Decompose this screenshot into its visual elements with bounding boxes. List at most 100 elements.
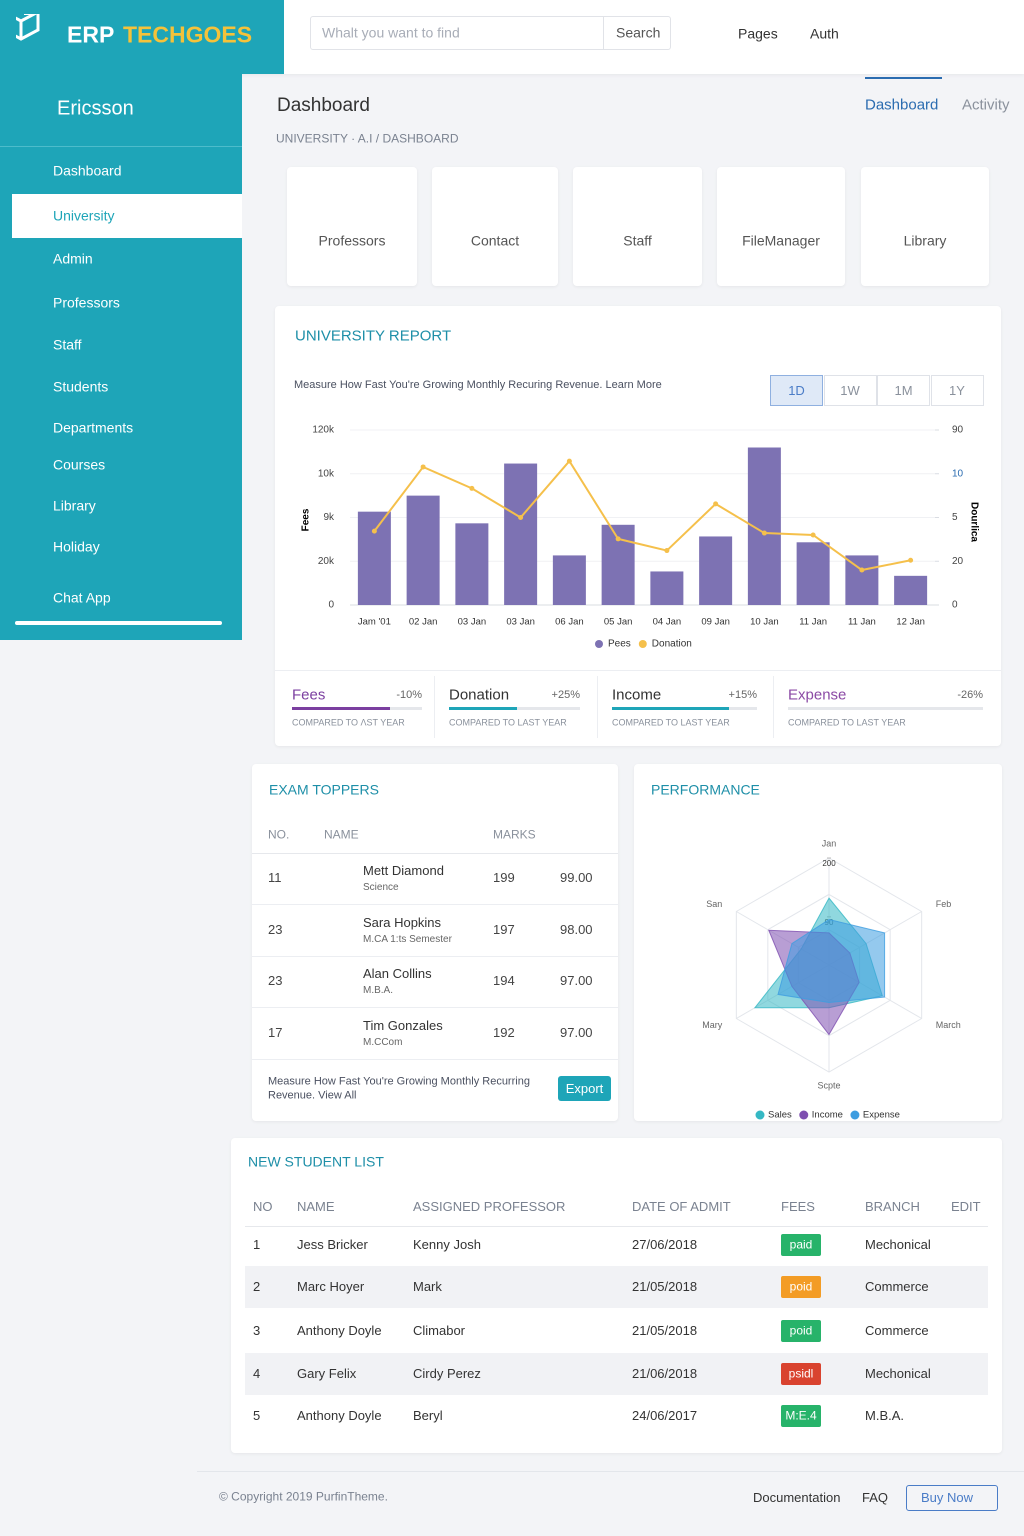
menu-item[interactable]: Holiday [53,538,100,555]
menu-item[interactable]: Students [53,378,109,395]
toppers-row-line [252,955,618,957]
edit-button[interactable] [952,1238,964,1250]
apps-icon[interactable] [878,30,894,46]
active-tab-line [865,77,942,79]
shortcut-tile[interactable] [287,167,417,286]
mail-icon[interactable] [908,18,930,48]
range-button[interactable] [770,375,823,406]
export-button-bg[interactable] [558,1076,611,1101]
edit-button[interactable] [952,1367,964,1379]
student-professor: Beryl [413,1407,443,1423]
buy-button[interactable]: Buy Now [920,1489,974,1505]
tile-label[interactable]: Contact [470,232,520,249]
students-column: NAME [297,1198,335,1214]
y-tick-label: 20k [318,556,335,567]
range-label[interactable]: 1D [788,382,805,398]
edit-button[interactable] [952,1409,964,1421]
x-tick-label: 03 Jan [458,617,487,628]
search-button[interactable]: Search [616,24,661,41]
sidebar-avatar [19,98,43,122]
range-label[interactable]: 1Y [949,382,965,398]
student-no: 3 [253,1322,261,1338]
shortcut-tile[interactable] [717,167,845,286]
topper-marks: 199 [493,869,515,885]
menu-item[interactable]: Dashboard [53,162,122,179]
close-button[interactable] [979,1158,989,1168]
range-label[interactable]: 1M [894,382,913,398]
stat-change: -10% [396,689,422,702]
menu-item[interactable]: Library [53,497,96,514]
stat-name: Donation [449,686,510,704]
student-branch: Commerce [865,1278,929,1294]
user-avatar[interactable] [976,18,1012,54]
legend-swatch [799,1110,809,1120]
student-no: 1 [253,1236,261,1252]
delete-button[interactable] [965,1366,975,1380]
close-button[interactable] [972,333,982,343]
delete-button[interactable] [965,1408,975,1422]
collapse-button[interactable] [922,1158,934,1168]
range-button[interactable] [823,375,877,406]
menu-item[interactable]: Admin [53,250,93,267]
fees-status: M:E.4 [785,1408,817,1423]
shortcut-tile[interactable] [432,167,558,286]
performance-chart: JanFebMarchScpteMarySan90200SalesIncomeE… [702,838,961,1120]
y2-axis-label: Dourlica [968,502,979,542]
edit-button[interactable] [952,1324,964,1336]
menu-button[interactable] [592,783,598,799]
radar-axis-label: Scpte [817,1080,840,1090]
tile-label[interactable]: Professors [318,232,386,249]
bell-icon[interactable] [941,18,963,48]
menu-item[interactable]: Courses [53,456,106,473]
expand-button[interactable] [950,1156,964,1170]
nav-link[interactable]: Pages [738,25,778,42]
footer-link[interactable]: FAQ [862,1489,889,1505]
range-button[interactable] [877,375,930,406]
delete-button[interactable] [965,1323,975,1337]
toppers-title: EXAM TOPPERS [269,781,379,798]
student-no: 4 [253,1365,261,1381]
delete-button[interactable] [965,1279,975,1293]
page-tab[interactable]: Dashboard [865,96,939,114]
student-date: 21/05/2018 [632,1322,698,1338]
bar [699,536,733,605]
menu-item[interactable]: Professors [53,294,120,311]
footer-link[interactable]: Documentation [753,1489,841,1505]
footer-line [197,1471,1024,1472]
delete-button[interactable] [965,1237,975,1251]
page-title: Dashboard [277,95,370,117]
sidebar-toggle[interactable] [209,104,226,118]
shortcut-tile[interactable] [861,167,989,286]
brand-erp: ERP [67,21,115,48]
range-button[interactable] [930,375,984,406]
stat-change: +15% [728,689,757,702]
search-box[interactable] [310,16,671,50]
nav-link[interactable]: Auth [810,25,839,42]
menu-icon [23,420,39,436]
stat-name: Fees [292,686,326,704]
collapse-button[interactable] [566,786,578,796]
tile-label[interactable]: FileManager [742,232,820,249]
legend-label: Pees [608,639,631,650]
tile-label[interactable]: Staff [623,232,652,249]
range-label[interactable]: 1W [840,382,860,398]
menu-item[interactable]: Departments [53,419,134,436]
line-point [518,515,524,520]
tile-icon [622,192,654,224]
page-tab[interactable]: Activity [962,96,1010,114]
toppers-footer: Measure How Fast You're Growing Monthly … [268,1075,530,1101]
y2-tick-label: 10 [952,468,964,479]
x-tick-label: 12 Jan [896,617,925,628]
edit-button[interactable] [952,1280,964,1292]
student-branch: M.B.A. [865,1407,905,1423]
menu-item[interactable]: Chat App [53,589,111,606]
menu-item[interactable]: Staff [53,336,82,353]
tile-label[interactable]: Library [903,232,947,249]
logo-icon [16,14,40,41]
menu-item[interactable]: University [53,207,115,224]
expand-button[interactable] [941,331,955,345]
collapse-button[interactable] [912,333,924,343]
shortcut-tile[interactable] [573,167,702,286]
export-button[interactable]: Export [565,1080,604,1096]
buy-button-bg[interactable] [906,1485,998,1511]
